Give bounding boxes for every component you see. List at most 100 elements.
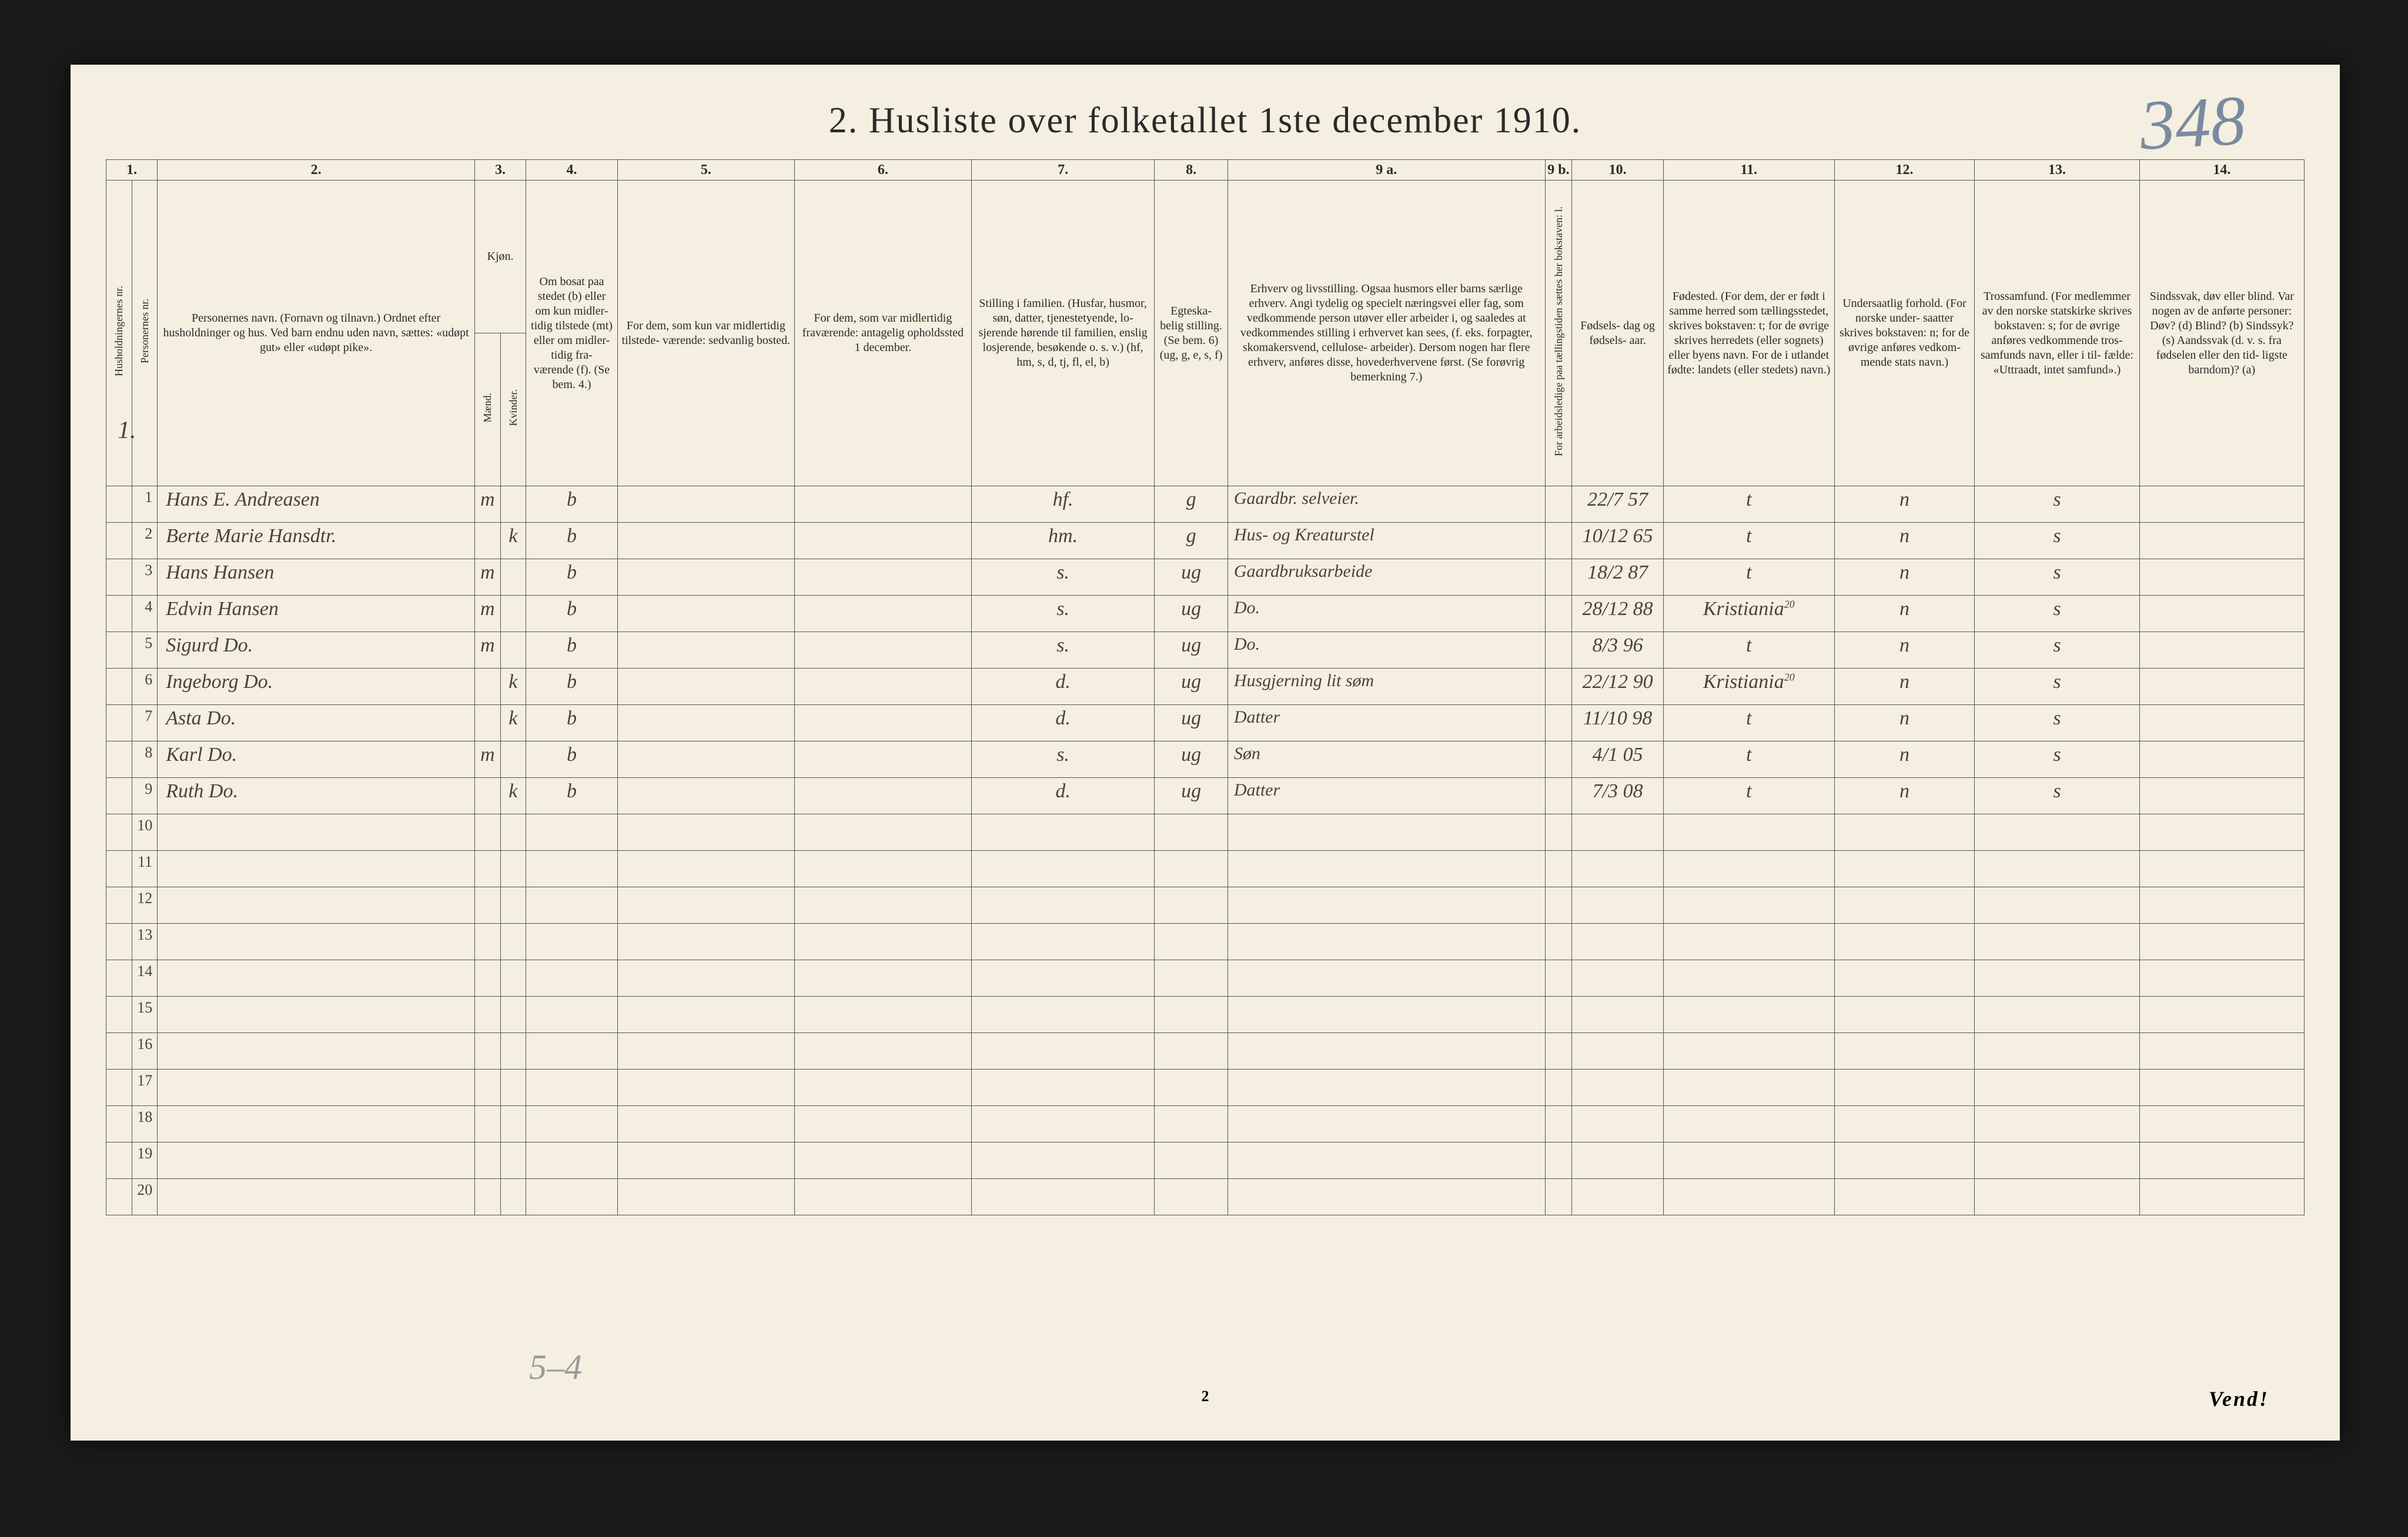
cell-household-nr [106, 705, 132, 741]
cell-marital: ug [1155, 705, 1228, 741]
cell-religion: s [1975, 669, 2139, 705]
cell-residence: b [526, 486, 618, 523]
cell-empty [1834, 1070, 1975, 1106]
cell-empty [1228, 1179, 1545, 1215]
cell-empty [971, 814, 1154, 851]
cell-empty [1834, 1142, 1975, 1179]
cell-household-nr [106, 523, 132, 559]
table-body: 1Hans E. Andreasenmbhf.gGaardbr. selveie… [106, 486, 2305, 1215]
colnum-10: 10. [1572, 160, 1664, 181]
cell-residence: b [526, 669, 618, 705]
cell-nationality: n [1834, 741, 1975, 778]
cell-empty [158, 1179, 475, 1215]
cell-empty [474, 1142, 500, 1179]
cell-empty [1663, 924, 1834, 960]
cell-empty [971, 960, 1154, 997]
table-row: 16 [106, 1033, 2305, 1070]
cell-name: Asta Do. [158, 705, 475, 741]
cell-empty [2139, 1142, 2304, 1179]
cell-unemployed [1545, 741, 1572, 778]
cell-empty [1975, 1070, 2139, 1106]
cell-empty [1834, 851, 1975, 887]
cell-empty [1228, 1070, 1545, 1106]
column-header-row: Husholdningernes nr. Personernes nr. Per… [106, 181, 2305, 333]
cell-name: Hans Hansen [158, 559, 475, 596]
cell-empty [1545, 814, 1572, 851]
header-sex-k: Kvinder. [500, 333, 526, 486]
cell-empty [971, 1179, 1154, 1215]
cell-empty [971, 1142, 1154, 1179]
cell-empty [1155, 924, 1228, 960]
cell-empty [1975, 1033, 2139, 1070]
cell-religion: s [1975, 778, 2139, 814]
cell-empty [526, 924, 618, 960]
cell-empty [500, 814, 526, 851]
cell-empty [1572, 960, 1664, 997]
cell-birthdate: 28/12 88 [1572, 596, 1664, 632]
cell-empty [526, 1106, 618, 1142]
cell-empty [474, 851, 500, 887]
cell-empty [794, 1106, 971, 1142]
cell-nationality: n [1834, 559, 1975, 596]
cell-usual-residence [617, 778, 794, 814]
cell-whereabouts [794, 778, 971, 814]
cell-empty [1975, 814, 2139, 851]
header-marital: Egteska- belig stilling. (Se bem. 6) (ug… [1155, 181, 1228, 486]
cell-empty [500, 1033, 526, 1070]
cell-empty [526, 851, 618, 887]
cell-empty [1545, 1033, 1572, 1070]
table-row: 7Asta Do.kbd.ugDatter11/10 98tns [106, 705, 2305, 741]
cell-empty [158, 924, 475, 960]
cell-disability [2139, 669, 2304, 705]
cell-empty [158, 887, 475, 924]
cell-religion: s [1975, 559, 2139, 596]
cell-empty [971, 1033, 1154, 1070]
cell-household-nr [106, 960, 132, 997]
cell-birthdate: 18/2 87 [1572, 559, 1664, 596]
cell-birthplace: Kristiania20 [1663, 596, 1834, 632]
table-row: 11 [106, 851, 2305, 887]
cell-empty [1155, 851, 1228, 887]
cell-household-nr [106, 887, 132, 924]
cell-empty [1545, 1070, 1572, 1106]
cell-family-position: s. [971, 559, 1154, 596]
cell-household-nr [106, 1033, 132, 1070]
cell-disability [2139, 741, 2304, 778]
cell-disability [2139, 523, 2304, 559]
cell-empty [2139, 1070, 2304, 1106]
cell-empty [794, 960, 971, 997]
cell-birthplace: t [1663, 632, 1834, 669]
cell-family-position: d. [971, 778, 1154, 814]
table-row: 17 [106, 1070, 2305, 1106]
cell-empty [1228, 1106, 1545, 1142]
cell-family-position: hf. [971, 486, 1154, 523]
cell-empty [1572, 1070, 1664, 1106]
cell-empty [1155, 1179, 1228, 1215]
printed-page-number: 2 [1202, 1388, 1209, 1405]
cell-empty [617, 924, 794, 960]
cell-birthdate: 7/3 08 [1572, 778, 1664, 814]
cell-empty [1663, 1142, 1834, 1179]
colnum-5: 5. [617, 160, 794, 181]
cell-empty [474, 814, 500, 851]
cell-household-nr [106, 924, 132, 960]
cell-disability [2139, 778, 2304, 814]
cell-empty [500, 1106, 526, 1142]
cell-empty [1228, 851, 1545, 887]
colnum-4: 4. [526, 160, 618, 181]
cell-empty [526, 1033, 618, 1070]
cell-sex-k [500, 596, 526, 632]
table-row: 2Berte Marie Hansdtr.kbhm.gHus- og Kreat… [106, 523, 2305, 559]
cell-sex-k: k [500, 669, 526, 705]
cell-unemployed [1545, 486, 1572, 523]
pencil-tally: 5–4 [529, 1347, 582, 1388]
cell-empty [158, 960, 475, 997]
cell-empty [500, 960, 526, 997]
cell-empty [2139, 1179, 2304, 1215]
cell-name: Sigurd Do. [158, 632, 475, 669]
cell-usual-residence [617, 741, 794, 778]
cell-empty [794, 887, 971, 924]
cell-usual-residence [617, 669, 794, 705]
form-title: 2. Husliste over folketallet 1ste decemb… [106, 100, 2305, 142]
cell-unemployed [1545, 778, 1572, 814]
